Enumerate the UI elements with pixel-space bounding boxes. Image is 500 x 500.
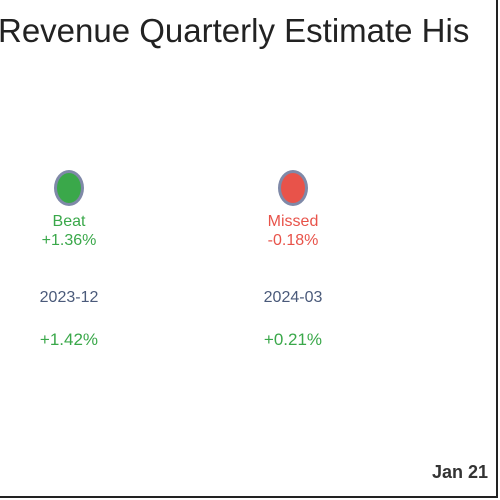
quarter-column: Missed -0.18% 2024-03 +0.21% — [213, 170, 373, 349]
quarter-period: 20 — [437, 289, 496, 307]
quarter-surprise: +1.36% — [41, 232, 97, 249]
quarter-status: Missed — [267, 213, 319, 230]
quarter-period: 2023-12 — [39, 289, 99, 306]
missed-marker — [278, 170, 308, 206]
chart-title: Revenue Quarterly Estimate His — [0, 12, 470, 49]
quarter-surprise: - — [437, 231, 496, 250]
quarter-change: -0 — [437, 330, 496, 350]
quarter-change: +0.21% — [263, 330, 323, 349]
quarter-status: M — [437, 212, 496, 231]
quarter-surprise: -0.18% — [267, 232, 319, 249]
date-stamp: Jan 21 — [432, 462, 489, 482]
beat-marker — [54, 170, 84, 206]
quarter-period: 2024-03 — [263, 289, 323, 306]
quarter-column: M - 20 -0 — [437, 170, 496, 250]
quarter-column: Beat +1.36% 2023-12 +1.42% — [0, 170, 149, 349]
quarter-status: Beat — [52, 213, 86, 230]
quarter-change: +1.42% — [39, 330, 99, 349]
